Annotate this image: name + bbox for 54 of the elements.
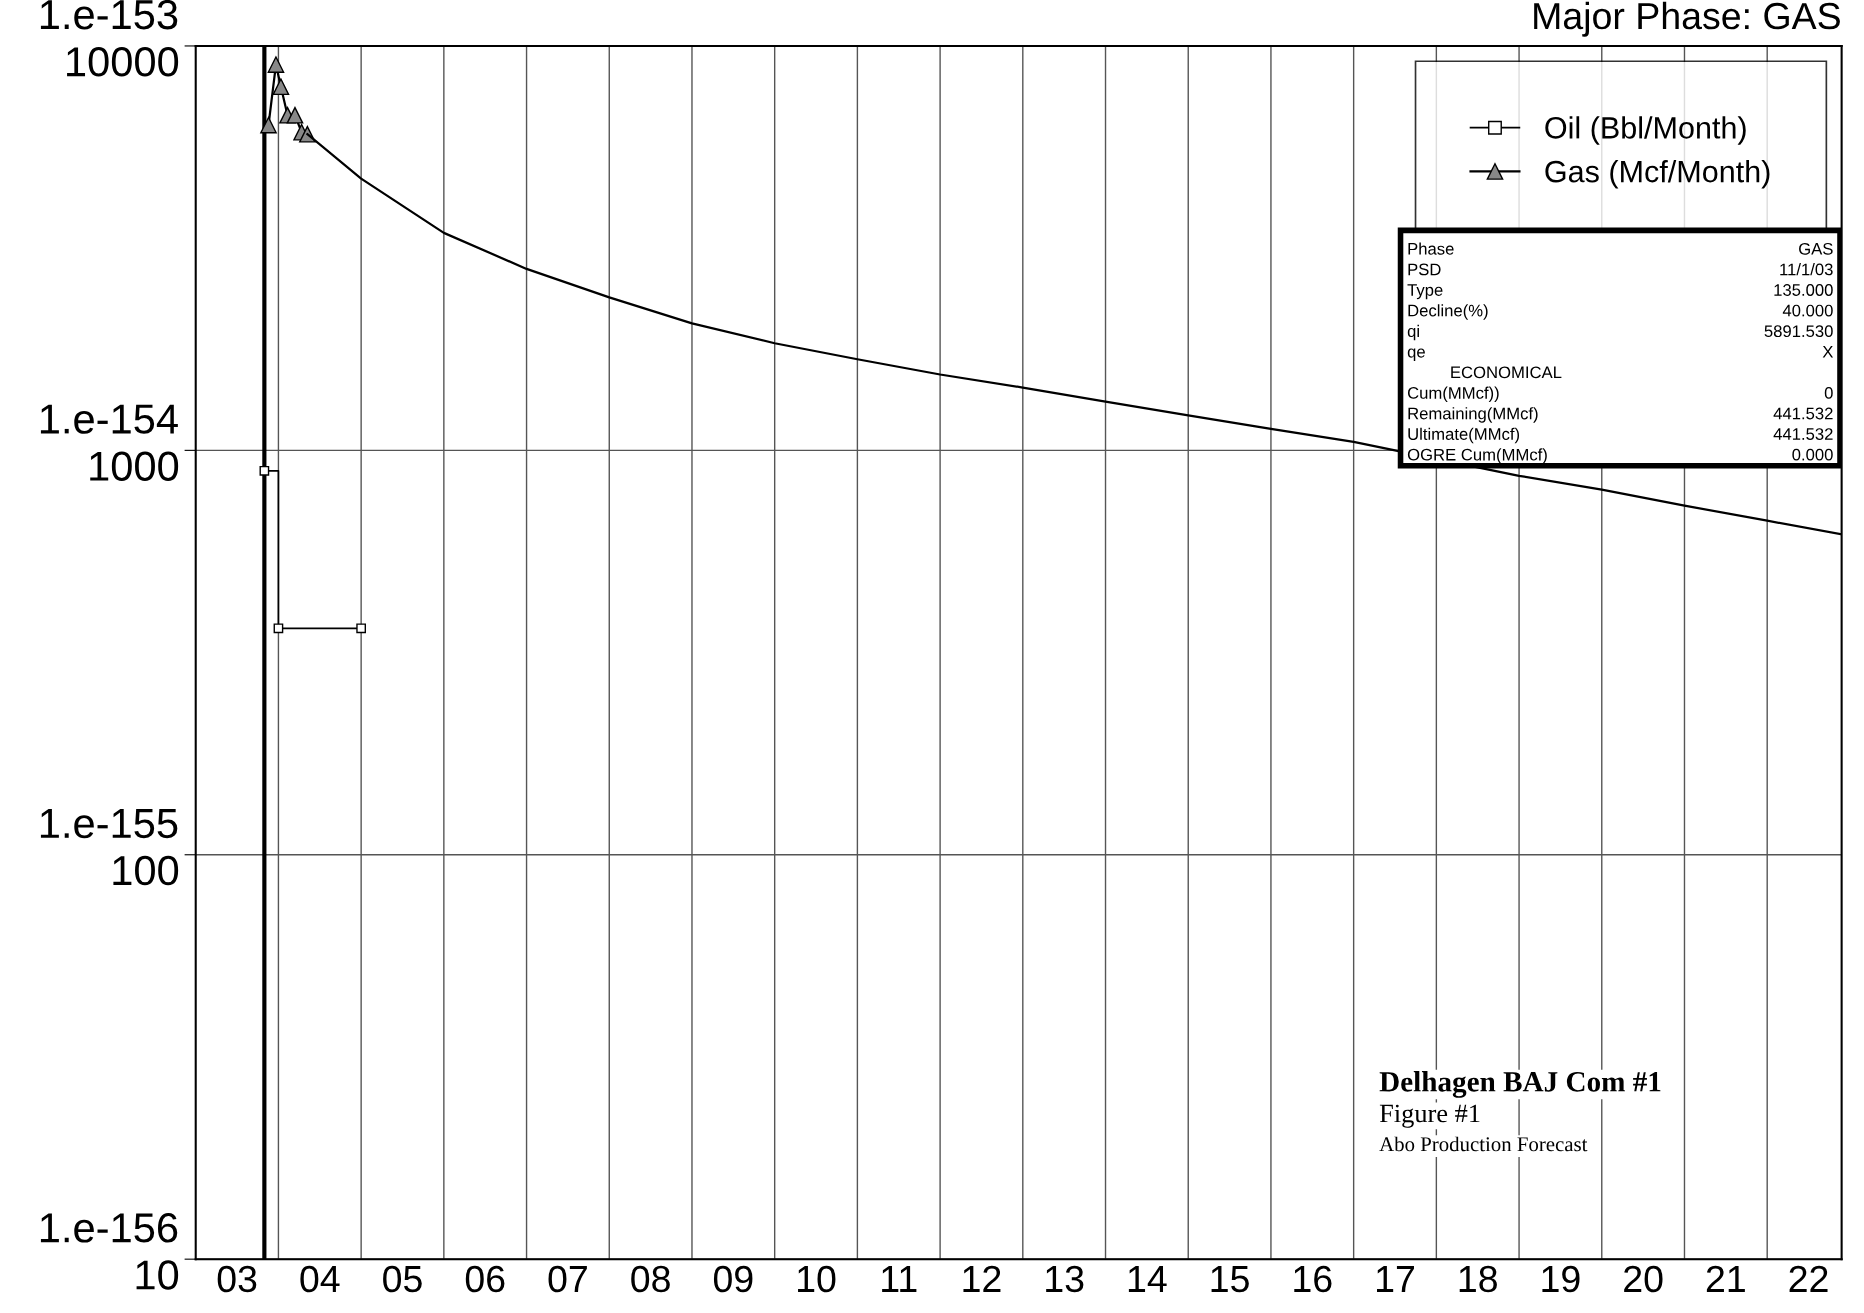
legend-label: Oil (Bbl/Month) <box>1545 116 1746 145</box>
annotation: PSD <box>1408 263 1441 276</box>
x-tick-label: 11 <box>882 1266 917 1292</box>
chart-title: Major Phase: GAS <box>1534 1 1840 37</box>
x-tick-label: 20 <box>1624 1265 1663 1293</box>
annotation: Abo Production Forecast <box>1379 1136 1588 1152</box>
annotation: 135.000 <box>1774 284 1833 296</box>
text: 1.e-155 <box>40 809 178 839</box>
text: 1.e-154 <box>40 404 178 434</box>
annotation: 0 <box>1824 387 1833 399</box>
x-tick-label: 22 <box>1789 1265 1828 1292</box>
x-tick-label: 08 <box>631 1265 670 1293</box>
x-tick-label: 12 <box>963 1265 1001 1292</box>
x-tick-label: 04 <box>300 1265 340 1293</box>
annotation: Type <box>1407 284 1443 300</box>
annotation: Figure #1 <box>1379 1104 1480 1128</box>
x-tick-label: 09 <box>713 1265 753 1293</box>
x-tick-label: 16 <box>1294 1265 1332 1293</box>
annotation: Cum(MMcf)) <box>1407 386 1499 403</box>
x-tick-label: 18 <box>1459 1265 1497 1293</box>
annotation: ECONOMICAL <box>1451 366 1562 379</box>
annotation: GAS <box>1799 242 1833 255</box>
annotation: 0.000 <box>1792 448 1833 461</box>
y-tick-label: 1000 <box>90 451 179 481</box>
annotation: Ultimate(MMcf) <box>1408 427 1520 444</box>
annotation: Delhagen BAJ Com #1 <box>1379 1071 1661 1098</box>
x-tick-label: 21 <box>1706 1265 1745 1292</box>
annotation: 40.000 <box>1782 304 1833 317</box>
x-tick-label: 06 <box>465 1265 505 1293</box>
annotation: OGRE Cum(MMcf) <box>1407 448 1547 464</box>
x-tick-label: 07 <box>548 1265 587 1293</box>
x-tick-label: 03 <box>217 1265 257 1293</box>
text: 1.e-153 <box>40 0 178 30</box>
x-tick-label: 13 <box>1046 1265 1084 1293</box>
x-tick-label: 19 <box>1542 1265 1580 1293</box>
x-tick-label: 15 <box>1211 1266 1249 1293</box>
annotation: qe <box>1407 348 1425 361</box>
text: 1.e-156 <box>40 1213 178 1243</box>
annotation: qi <box>1407 324 1419 341</box>
y-tick-label: 100 <box>113 855 179 886</box>
annotation: 441.532 <box>1773 428 1833 440</box>
annotation: 11/1/03 <box>1780 263 1833 276</box>
annotation: Phase <box>1408 242 1454 255</box>
y-tick-label: 10000 <box>67 47 179 77</box>
annotation: Decline(%) <box>1408 304 1488 320</box>
x-tick-label: 05 <box>383 1265 422 1293</box>
annotation: 5891.530 <box>1764 325 1833 338</box>
x-tick-label: 17 <box>1377 1266 1414 1292</box>
x-tick-label: 10 <box>798 1265 836 1293</box>
legend-label: Gas (Mcf/Month) <box>1545 159 1770 189</box>
annotation: X <box>1822 346 1834 358</box>
x-tick-label: 14 <box>1128 1266 1167 1292</box>
annotation: 441.532 <box>1773 407 1833 420</box>
annotation: Remaining(MMcf) <box>1408 407 1538 423</box>
